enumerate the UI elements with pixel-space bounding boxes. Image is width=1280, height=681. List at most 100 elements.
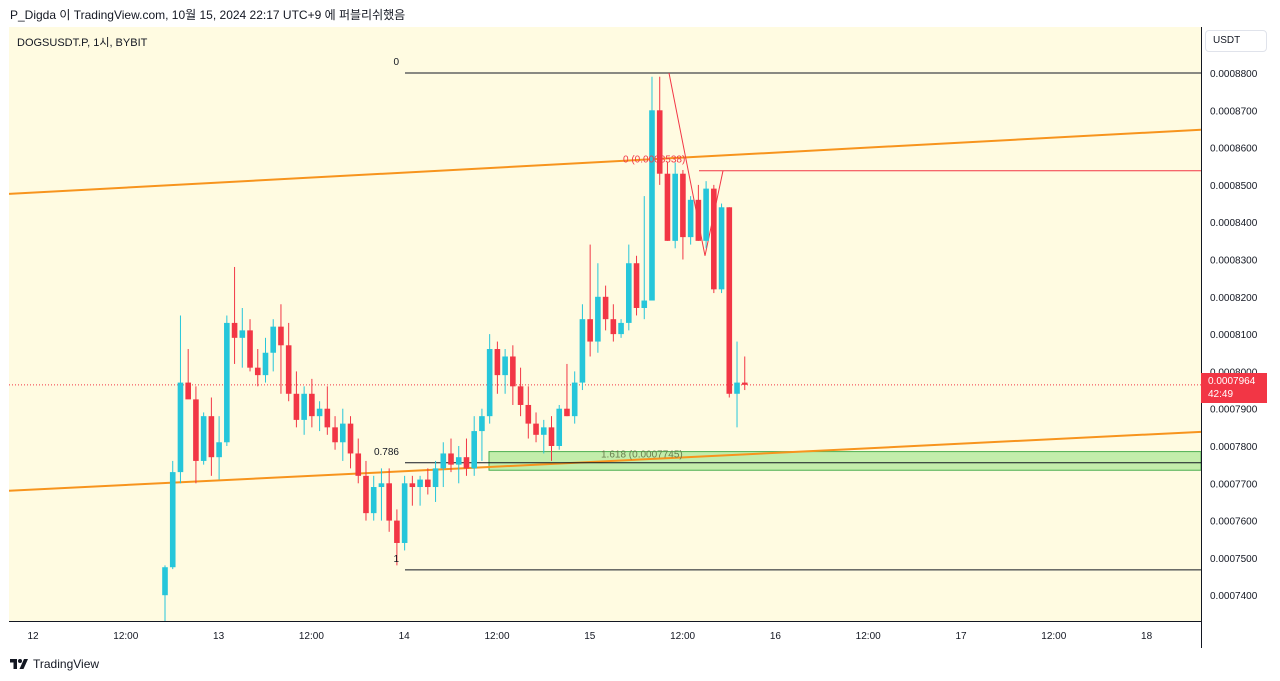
candle-body xyxy=(641,300,648,308)
candle-body xyxy=(177,382,184,473)
candle-body xyxy=(540,427,547,435)
candle-body xyxy=(626,263,632,323)
drawing-layer xyxy=(9,72,1201,571)
candle xyxy=(432,460,439,502)
candle-body xyxy=(734,382,740,394)
time-tick-label: 12:00 xyxy=(856,631,881,642)
candle-body xyxy=(370,487,377,514)
price-tick-label: 0.0008100 xyxy=(1210,330,1258,341)
candle xyxy=(463,438,470,476)
candle-body xyxy=(231,322,238,338)
candle-body xyxy=(332,427,338,443)
candle-body xyxy=(533,423,539,435)
candle xyxy=(162,565,168,621)
time-axis[interactable]: 12 12:00 13 12:00 14 12:00 15 12:00 16 12:00 17 12:… xyxy=(9,621,1201,648)
zone-label: 1.618 (0.0007745) xyxy=(601,450,683,461)
candle xyxy=(664,162,671,241)
bar-countdown: 42:49 xyxy=(1208,389,1234,400)
candle xyxy=(216,416,222,480)
candle xyxy=(394,509,400,566)
candle xyxy=(425,468,431,495)
candle-body xyxy=(718,207,725,290)
candle-body xyxy=(386,483,392,521)
candle xyxy=(370,475,377,521)
trendline xyxy=(9,430,1201,492)
tradingview-logo-icon xyxy=(10,659,28,669)
candle-body xyxy=(301,393,307,420)
candle-body xyxy=(525,404,532,424)
candle xyxy=(448,438,454,473)
candle xyxy=(626,244,632,331)
candle-body xyxy=(680,173,686,238)
candle-body xyxy=(254,367,261,376)
time-tick-label: 16 xyxy=(770,631,782,642)
candle-body xyxy=(672,173,678,241)
chart-canvas[interactable]: 0 0.786 1 0 (0.0008538) 1.618 (0.0007745) xyxy=(9,27,1201,621)
time-tick-label: 12:00 xyxy=(113,631,138,642)
fib-level-label: 0 xyxy=(393,57,399,68)
candle-body xyxy=(664,173,671,241)
plot-area[interactable]: 0 0.786 1 0 (0.0008538) 1.618 (0.0007745) xyxy=(9,27,1201,621)
candle xyxy=(185,349,191,400)
candle xyxy=(417,475,423,506)
candle-body xyxy=(741,382,748,385)
candle xyxy=(718,203,725,294)
price-tick-label: 0.0007400 xyxy=(1210,591,1258,602)
candle-body xyxy=(548,427,555,446)
candle-body xyxy=(595,296,601,342)
candle-body xyxy=(571,382,578,417)
candle-body xyxy=(216,442,222,458)
time-tick-label: 12:00 xyxy=(670,631,695,642)
current-price-label: 0.0007964 42:49 xyxy=(1201,373,1267,403)
price-tick-label: 0.0007700 xyxy=(1210,479,1258,490)
candle-body xyxy=(703,188,709,241)
candle-body xyxy=(440,453,447,469)
candle-body xyxy=(169,472,176,568)
candle xyxy=(525,386,532,439)
candle-body xyxy=(510,356,516,387)
candle-body xyxy=(409,483,416,488)
candle-body xyxy=(556,408,563,446)
currency-button[interactable]: USDT xyxy=(1205,30,1267,52)
target-zone xyxy=(488,451,1201,471)
price-axis-ticks: 0.0007400 0.0007500 0.0007600 0.0007700 0.00… xyxy=(1210,69,1258,602)
tradingview-brand[interactable]: TradingView xyxy=(10,656,99,672)
candle xyxy=(208,397,215,476)
candle-body xyxy=(247,330,253,368)
time-tick-label: 12:00 xyxy=(299,631,324,642)
candle xyxy=(502,349,508,394)
candle xyxy=(595,263,601,353)
candle xyxy=(316,401,323,432)
fib-level-label: 1 xyxy=(393,554,399,565)
price-axis[interactable]: 0.0007400 0.0007500 0.0007600 0.0007700 0.00… xyxy=(1201,27,1271,648)
symbol-title[interactable]: DOGSUSDT.P, 1시, BYBIT xyxy=(17,37,148,49)
trendline xyxy=(9,128,1201,195)
candle-body xyxy=(193,399,199,461)
price-tick-label: 0.0008800 xyxy=(1210,69,1258,80)
fib-level-label: 0.786 xyxy=(374,447,399,458)
candle-body xyxy=(432,468,439,488)
candle-body xyxy=(455,457,462,465)
time-tick-label: 15 xyxy=(584,631,596,642)
candle-body xyxy=(610,319,617,335)
candle xyxy=(680,169,686,260)
candle-body xyxy=(579,319,586,383)
candle xyxy=(564,363,570,417)
current-price-value: 0.0007964 xyxy=(1208,376,1256,387)
candle xyxy=(324,386,331,435)
candle xyxy=(734,341,740,428)
brand-name: TradingView xyxy=(33,657,100,671)
candle-body xyxy=(479,416,485,432)
candle xyxy=(270,319,277,372)
candle xyxy=(486,334,493,424)
candle xyxy=(177,315,184,484)
candle-body xyxy=(378,483,385,488)
candle xyxy=(510,345,516,405)
candle-body xyxy=(200,416,207,461)
extension-label: 0 (0.0008538) xyxy=(623,155,685,166)
candle xyxy=(641,196,648,320)
candle xyxy=(602,285,609,331)
candle-body xyxy=(347,423,354,454)
candle xyxy=(571,371,578,424)
candle-body xyxy=(471,431,477,469)
